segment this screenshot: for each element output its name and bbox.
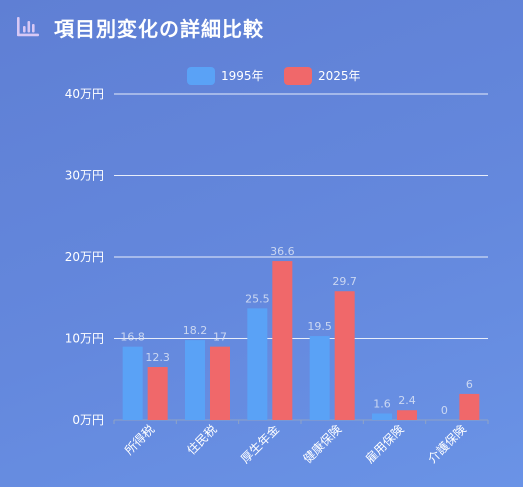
y-tick-label: 10万円 — [65, 332, 104, 346]
y-tick-label: 30万円 — [65, 169, 104, 183]
data-label: 36.6 — [270, 245, 295, 258]
x-tick-label: 厚生年金 — [237, 422, 282, 467]
bar-chart-icon — [17, 17, 39, 37]
legend-label: 2025年 — [318, 69, 361, 83]
data-label: 6 — [466, 378, 473, 391]
y-tick-label: 40万円 — [65, 87, 104, 101]
bar-1995 — [122, 346, 143, 420]
bar-1995 — [309, 336, 330, 420]
bar-2025 — [459, 393, 480, 420]
x-tick-label: 介護保険 — [424, 422, 469, 467]
data-label: 1.6 — [373, 397, 391, 410]
chart-title: 項目別変化の詳細比較 — [54, 16, 264, 41]
data-label: 12.3 — [145, 351, 170, 364]
data-label: 0 — [441, 404, 448, 417]
data-label: 25.5 — [245, 292, 270, 305]
bar-2025 — [397, 410, 417, 420]
data-label: 16.8 — [120, 331, 145, 344]
bar-2025 — [334, 291, 355, 420]
y-tick-label: 20万円 — [65, 250, 104, 264]
x-tick-label: 健康保険 — [300, 422, 345, 467]
x-tick-label: 住民税 — [184, 422, 219, 457]
y-tick-label: 0万円 — [72, 413, 104, 427]
data-label: 17 — [213, 331, 227, 344]
data-label: 18.2 — [183, 324, 208, 337]
bar-1995 — [372, 413, 392, 420]
x-tick-label: 所得税 — [121, 422, 157, 458]
legend-label: 1995年 — [221, 69, 264, 83]
bar-1995 — [185, 340, 205, 420]
data-label: 29.7 — [332, 275, 357, 288]
data-label: 19.5 — [307, 320, 332, 333]
legend-swatch-2025 — [284, 67, 312, 85]
chart-header: 項目別変化の詳細比較 — [16, 12, 264, 42]
legend-swatch-1995 — [187, 67, 215, 85]
bar-2025 — [210, 346, 230, 420]
bar-2025 — [147, 367, 168, 420]
bar-2025 — [272, 261, 293, 420]
x-tick-label: 雇用保険 — [362, 422, 407, 467]
bar-1995 — [247, 308, 268, 420]
data-label: 2.4 — [398, 394, 416, 407]
